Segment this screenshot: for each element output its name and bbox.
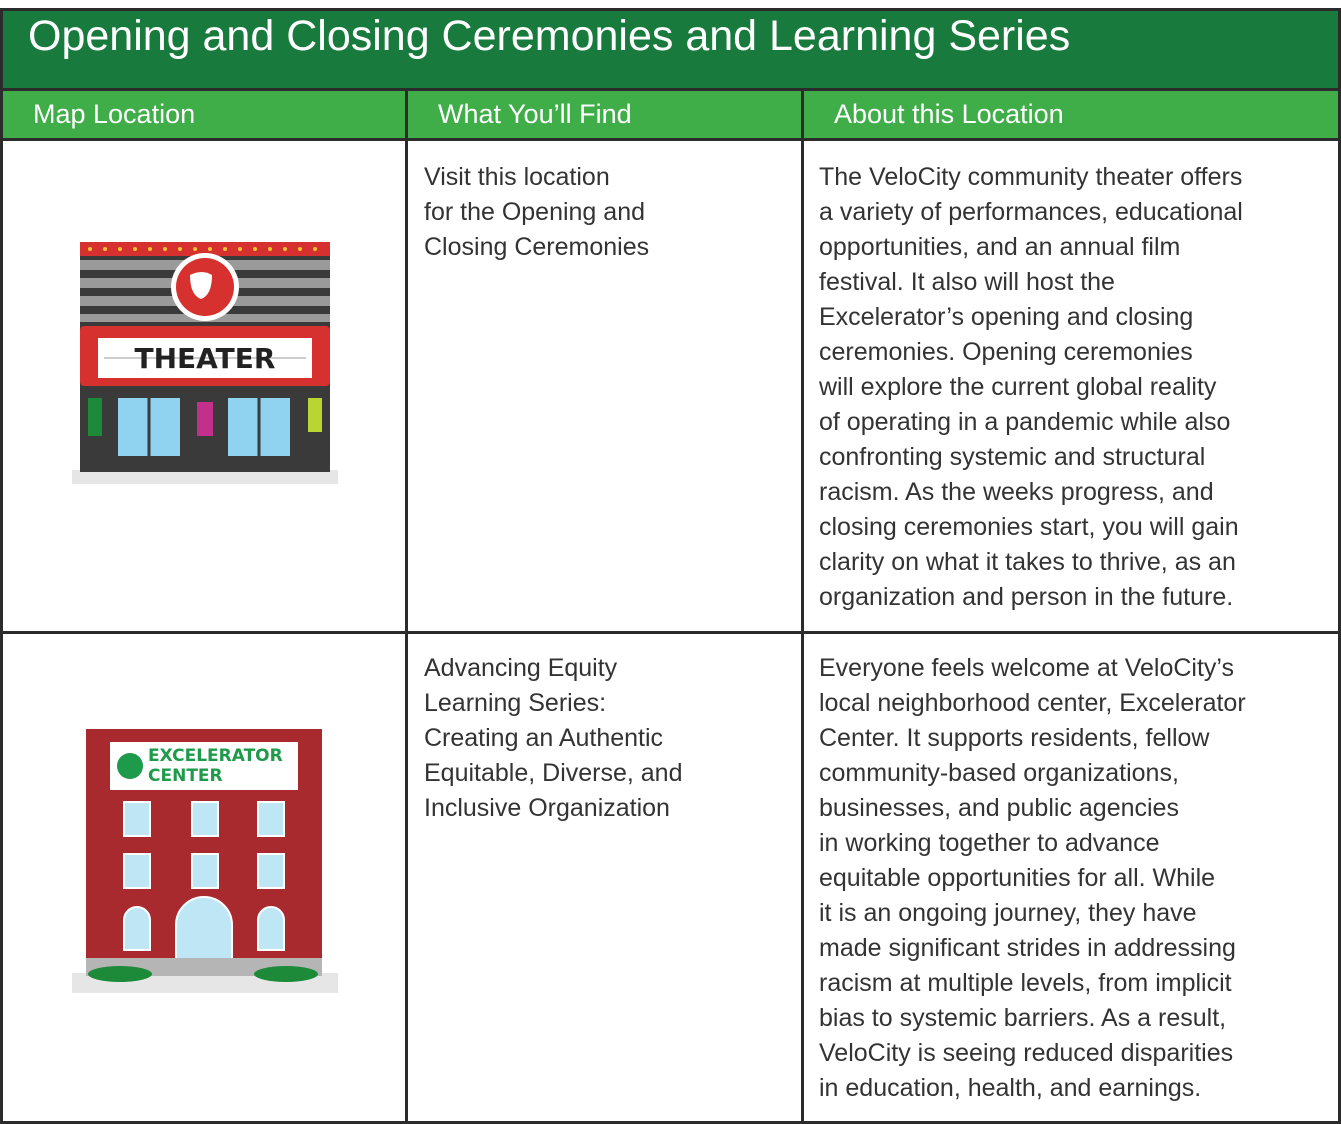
text-line: of operating in a pandemic while also [819, 408, 1231, 436]
text-line: racism at multiple levels, from implicit [819, 969, 1232, 997]
sign-text: CENTER [148, 766, 223, 786]
table-cell [405, 141, 801, 634]
column-header: Map Location [0, 88, 405, 141]
text-line: equitable opportunities for all. While [819, 864, 1216, 892]
center-illustration: EXCELERATOR CENTER [72, 729, 338, 993]
text-line: community-based organizations, [819, 759, 1179, 787]
text-line: will explore the current global reality [819, 373, 1217, 401]
text-line: local neighborhood center, Excelerator [819, 689, 1246, 717]
text-line: made significant strides in addressing [819, 934, 1236, 962]
text-line: Center. It supports residents, fellow [819, 724, 1210, 752]
text-line: Equitable, Diverse, and [424, 759, 683, 787]
title-bar [0, 8, 1341, 88]
table-cell [0, 141, 405, 634]
cell-text: The VeloCity community theater offers a v… [819, 160, 1243, 615]
text-line: Visit this location [424, 163, 610, 191]
text-line: Excelerator’s opening and closing [819, 303, 1194, 331]
theater-illustration: THEATER [72, 242, 338, 484]
text-line: Learning Series: [424, 689, 607, 717]
cell-text: Advancing Equity Learning Series: Creating… [424, 651, 682, 826]
cell-text: Visit this location for the Opening and Cl… [424, 160, 649, 265]
column-header: About this Location [801, 88, 1341, 141]
column-header: What You’ll Find [405, 88, 801, 141]
text-line: a variety of performances, educational [819, 198, 1243, 226]
title: Opening and Closing Ceremonies and Learn… [28, 12, 1071, 60]
text-line: businesses, and public agencies [819, 794, 1179, 822]
text-line: in working together to advance [819, 829, 1160, 857]
text-line: bias to systemic barriers. As a result, [819, 1004, 1227, 1032]
text-line: VeloCity is seeing reduced disparities [819, 1039, 1234, 1067]
text-line: closing ceremonies start, you will gain [819, 513, 1239, 541]
text-line: festival. It also will host the [819, 268, 1115, 296]
text-line: Closing Ceremonies [424, 233, 650, 261]
table-cell [801, 141, 1341, 634]
text-line: Creating an Authentic [424, 724, 664, 752]
sign-text: THEATER [135, 342, 276, 375]
text-line: Advancing Equity [424, 654, 618, 682]
text-line: racism. As the weeks progress, and [819, 478, 1214, 506]
text-line: for the Opening and [424, 198, 645, 226]
text-line: clarity on what it takes to thrive, as a… [819, 548, 1236, 576]
text-line: Inclusive Organization [424, 794, 670, 822]
cell-text: Everyone feels welcome at VeloCity’s loca… [819, 651, 1246, 1106]
text-line: organization and person in the future. [819, 583, 1234, 611]
text-line: in education, health, and earnings. [819, 1074, 1202, 1102]
text-line: Everyone feels welcome at VeloCity’s [819, 654, 1235, 682]
text-line: ceremonies. Opening ceremonies [819, 338, 1193, 366]
text-line: confronting systemic and structural [819, 443, 1206, 471]
sign-text: EXCELERATOR [148, 746, 283, 766]
text-line: opportunities, and an annual film [819, 233, 1181, 261]
text-line: The VeloCity community theater offers [819, 163, 1243, 191]
text-line: it is an ongoing journey, they have [819, 899, 1197, 927]
